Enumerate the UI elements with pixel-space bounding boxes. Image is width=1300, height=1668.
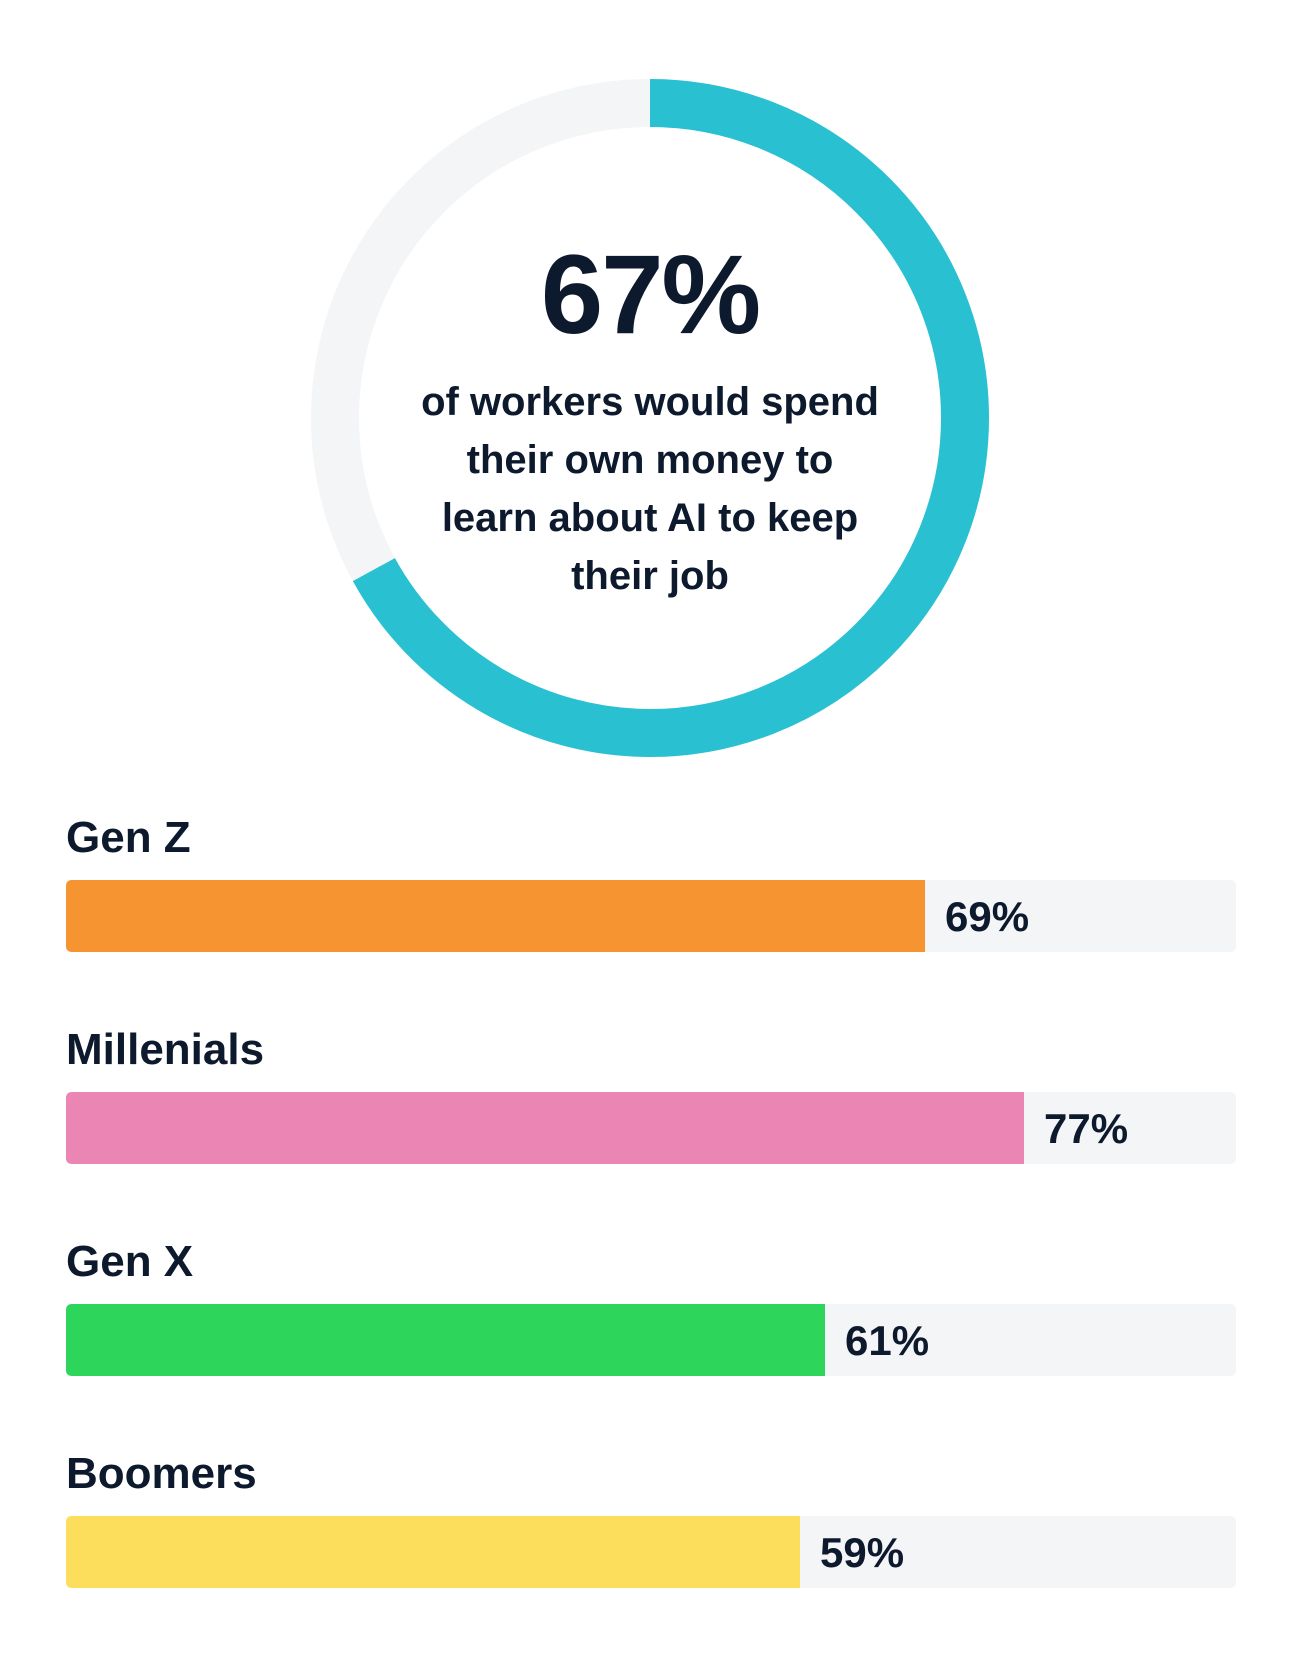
- bar-value-label: 69%: [945, 893, 1030, 940]
- donut-svg: [311, 79, 989, 757]
- bar-track: 59%: [66, 1516, 1236, 1588]
- bar-value-label: 61%: [845, 1317, 930, 1364]
- bar-value-label: 59%: [820, 1529, 905, 1576]
- bar-group-millenials: Millenials 77%: [66, 1024, 1236, 1164]
- bar-category-label: Millenials: [66, 1025, 265, 1074]
- bar-category-label: Boomers: [66, 1449, 257, 1498]
- bar-value-label: 77%: [1044, 1105, 1129, 1152]
- bar-category-label: Gen X: [66, 1237, 194, 1286]
- bar-group-boomers: Boomers 59%: [66, 1448, 1236, 1588]
- donut-value: 67%: [540, 232, 761, 357]
- bar-boomers: [66, 1516, 800, 1588]
- bar-gen-z: [66, 880, 925, 952]
- donut-value-slice: [311, 79, 989, 757]
- bar-track: 69%: [66, 880, 1236, 952]
- bar-gen-x: [66, 1304, 825, 1376]
- donut-caption: of workers would spend their own money t…: [421, 380, 879, 598]
- donut-center: 67% of workers would spend their own mon…: [375, 235, 925, 605]
- bar-track: 61%: [66, 1304, 1236, 1376]
- donut-chart: 67% of workers would spend their own mon…: [0, 0, 1300, 780]
- bar-group-gen-x: Gen X 61%: [66, 1236, 1236, 1376]
- bar-group-gen-z: Gen Z 69%: [66, 812, 1236, 952]
- bar-track: 77%: [66, 1092, 1236, 1164]
- bar-category-label: Gen Z: [66, 813, 191, 862]
- bar-millenials: [66, 1092, 1024, 1164]
